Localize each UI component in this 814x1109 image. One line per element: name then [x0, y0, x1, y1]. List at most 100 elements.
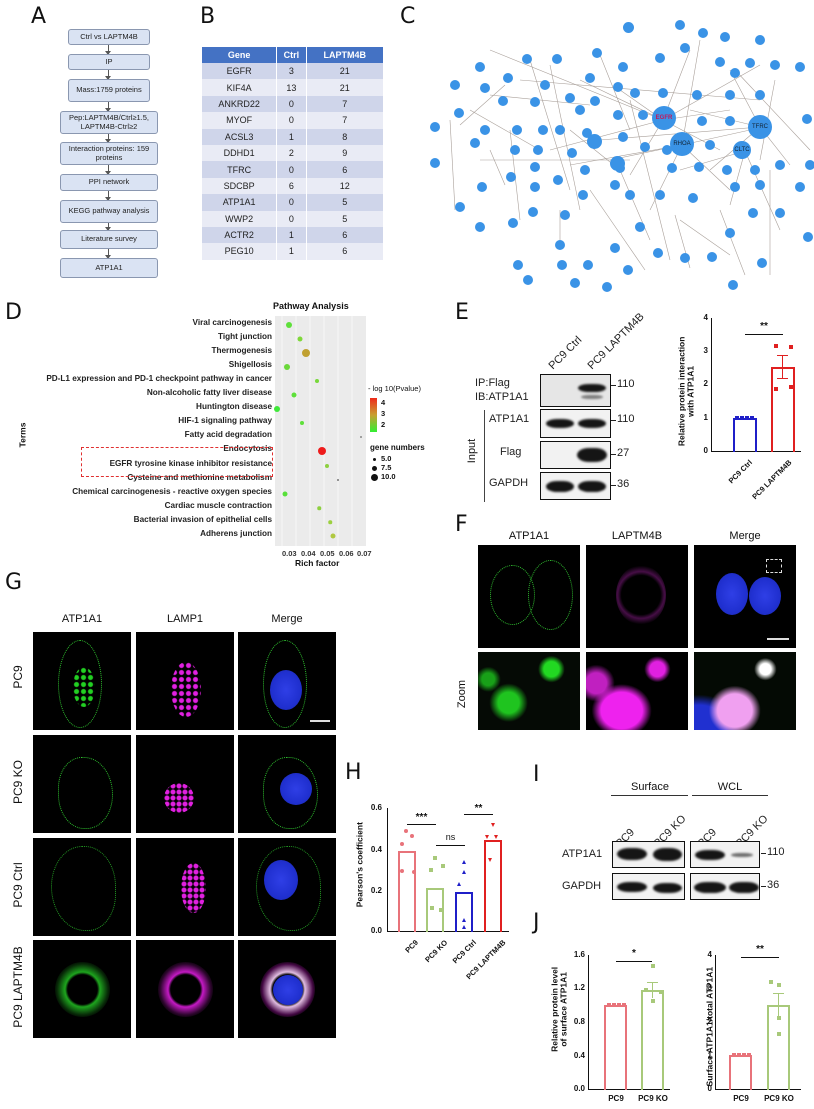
flow-step: Literature survey — [60, 230, 158, 249]
y-tick: 0 — [703, 446, 708, 455]
network-node — [755, 180, 765, 190]
y-axis — [387, 808, 389, 932]
y-tick: 0.4 — [370, 845, 382, 854]
table-header-row: Gene Ctrl LAPTM4B — [202, 47, 385, 63]
network-node — [692, 90, 702, 100]
mw-marker: 36 — [610, 478, 630, 490]
network-node — [658, 88, 668, 98]
y-tick: 0.4 — [573, 1051, 585, 1060]
cell-ctrl: 0 — [276, 112, 307, 129]
color-tick: 2 — [381, 420, 386, 429]
y-axis-title: Terms — [17, 422, 28, 448]
data-point — [433, 856, 437, 860]
network-node — [555, 240, 565, 250]
network-node — [730, 182, 740, 192]
y-axis — [588, 955, 590, 1090]
network-node — [480, 125, 490, 135]
puncta — [73, 667, 95, 707]
network-node — [480, 83, 490, 93]
network-node — [705, 140, 715, 150]
x-tick-label: PC9 KO — [638, 1094, 668, 1103]
data-point — [441, 864, 445, 868]
network-node — [730, 68, 740, 78]
data-point — [410, 834, 414, 838]
bar-pc9 — [398, 851, 416, 932]
network-node — [565, 93, 575, 103]
image-g-pc9laptm4b-atp1a1 — [33, 940, 131, 1038]
cell-laptm4b: 5 — [306, 194, 385, 211]
data-point — [651, 999, 655, 1003]
x-tick-label: PC9 KO — [423, 938, 450, 965]
network-node — [698, 28, 708, 38]
network-node — [475, 62, 485, 72]
network-node — [623, 22, 634, 33]
network-node — [508, 218, 518, 228]
data-point — [400, 842, 404, 846]
network-node — [530, 97, 540, 107]
nucleus — [716, 573, 748, 615]
significance-marker: ** — [474, 803, 483, 814]
cell-laptm4b: 21 — [306, 79, 385, 96]
blot-surface-atp1a1 — [612, 841, 685, 868]
flow-arrow — [105, 165, 111, 175]
data-point — [747, 1053, 751, 1057]
network-node — [638, 110, 648, 120]
y-axis — [715, 955, 717, 1090]
panel-label-b: B — [200, 4, 216, 29]
panel-label-f: F — [455, 512, 468, 537]
bar-pc9-ctrl — [733, 418, 757, 452]
network-node — [725, 228, 735, 238]
panel-label-e: E — [455, 300, 469, 325]
row-label: PC9 KO — [11, 760, 25, 805]
network-hub-egfr: EGFR — [652, 106, 676, 130]
network-node — [680, 253, 690, 263]
cell-laptm4b: 5 — [306, 210, 385, 227]
band — [729, 882, 759, 893]
significance-marker: * — [632, 948, 636, 959]
table-row: MYOF 0 7 — [202, 112, 385, 129]
data-point — [612, 1003, 616, 1007]
color-legend-title: - log 10(Pvalue) — [368, 384, 421, 393]
bar-pc9-ko — [641, 990, 664, 1090]
nucleus — [280, 773, 312, 805]
column-header: ATP1A1 — [508, 530, 550, 542]
puncta-ring — [55, 962, 110, 1017]
cell-gene: ATP1A1 — [202, 194, 278, 211]
blot-atp1a1-input — [540, 409, 611, 438]
image-g-pc9-merge — [238, 632, 336, 730]
color-tick: 4 — [381, 398, 386, 407]
error-cap — [777, 355, 788, 357]
network-node — [454, 108, 464, 118]
cell-gene: ANKRD22 — [202, 95, 278, 113]
network-node — [580, 165, 590, 175]
network-node — [725, 116, 735, 126]
y-tick: 1.6 — [573, 950, 585, 959]
row-label: PC9 — [11, 665, 25, 689]
flow-arrow — [105, 223, 111, 231]
network-node — [587, 134, 602, 149]
y-tick: 0 — [707, 1084, 712, 1093]
input-bracket — [484, 410, 485, 502]
x-tick: 0.06 — [339, 549, 354, 558]
input-label: Input — [466, 438, 479, 464]
image-f-merge — [694, 545, 796, 648]
network-node — [610, 180, 620, 190]
significance-line — [745, 334, 783, 336]
cell-ctrl: 0 — [276, 194, 307, 211]
band — [694, 882, 726, 893]
error-cap — [777, 378, 788, 380]
mw-marker: 27 — [610, 447, 630, 459]
data-point-endocytosis — [318, 447, 326, 455]
nucleus — [264, 860, 298, 900]
group-label-wcl: WCL — [717, 781, 743, 793]
x-axis-title: Rich factor — [295, 558, 340, 568]
network-node — [630, 88, 640, 98]
data-point — [607, 1003, 611, 1007]
data-point — [494, 835, 498, 839]
cell-gene: SDCBP — [202, 177, 278, 195]
data-point — [328, 520, 332, 524]
term-label: Thermogenesis — [211, 346, 272, 355]
significance-marker: ns — [445, 832, 456, 842]
cell-membrane — [263, 757, 318, 829]
term-label: Bacterial invasion of epithelial cells — [133, 515, 272, 524]
